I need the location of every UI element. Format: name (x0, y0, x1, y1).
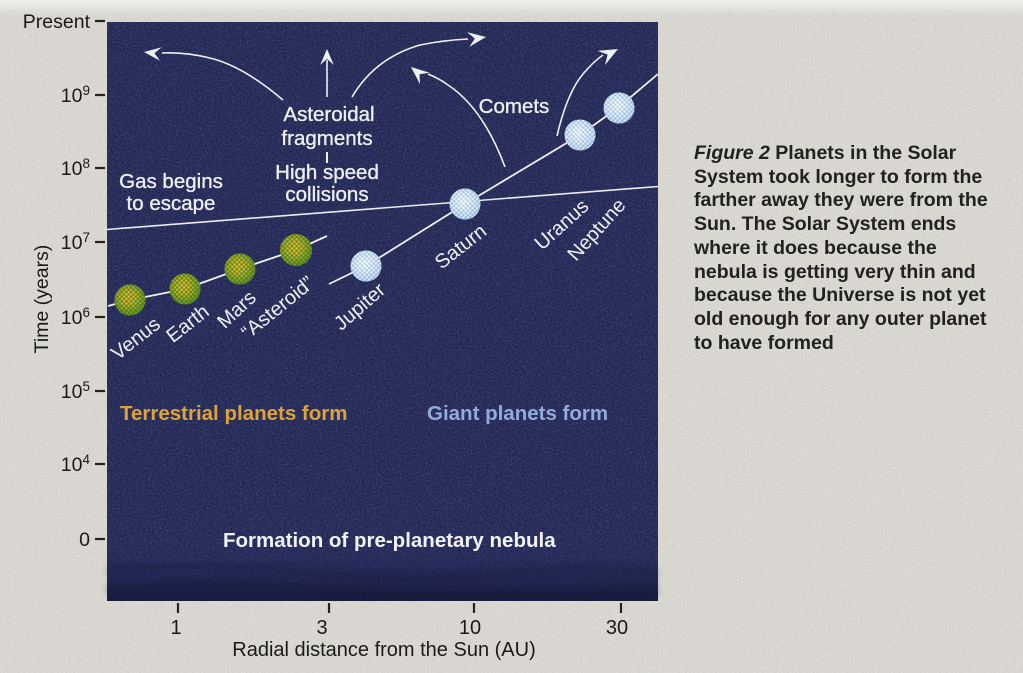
svg-text:Gas begins: Gas begins (119, 170, 223, 193)
svg-text:collisions: collisions (285, 183, 368, 206)
svg-text:1: 1 (170, 617, 181, 639)
svg-text:High speed: High speed (275, 161, 379, 184)
svg-text:3: 3 (316, 617, 327, 639)
svg-text:0: 0 (79, 529, 90, 551)
svg-text:Terrestrial planets form: Terrestrial planets form (120, 402, 347, 425)
svg-text:Giant planets form: Giant planets form (427, 402, 608, 425)
svg-text:fragments: fragments (281, 127, 372, 150)
svg-text:30: 30 (606, 617, 628, 639)
svg-text:Present: Present (23, 11, 91, 33)
svg-text:Comets: Comets (479, 95, 550, 118)
svg-text:to escape: to escape (127, 192, 216, 215)
svg-text:Formation of pre-planetary neb: Formation of pre-planetary nebula (223, 529, 556, 552)
svg-text:Time (years): Time (years) (31, 245, 53, 354)
svg-text:10: 10 (459, 617, 481, 639)
svg-text:Radial distance from the Sun (: Radial distance from the Sun (AU) (232, 639, 535, 661)
svg-text:Asteroidal: Asteroidal (283, 103, 374, 126)
